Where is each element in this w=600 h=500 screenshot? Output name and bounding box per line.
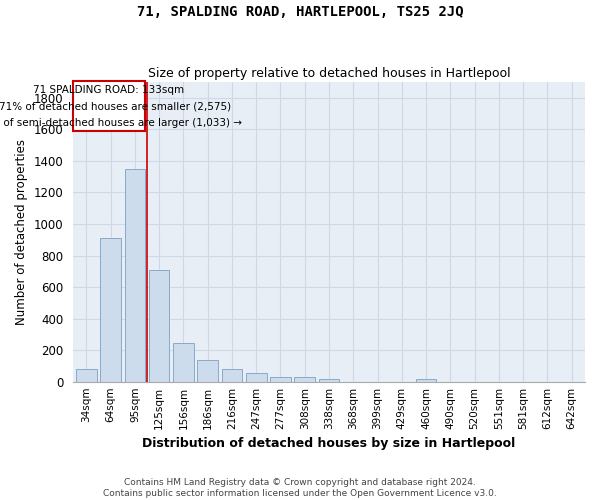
Text: Contains HM Land Registry data © Crown copyright and database right 2024.
Contai: Contains HM Land Registry data © Crown c… [103,478,497,498]
Bar [76,369,97,382]
Bar [221,369,242,382]
Bar [295,377,315,382]
Title: Size of property relative to detached houses in Hartlepool: Size of property relative to detached ho… [148,66,511,80]
Bar [270,377,291,382]
Text: ← 71% of detached houses are smaller (2,575): ← 71% of detached houses are smaller (2,… [0,101,231,111]
Bar [125,169,145,382]
Bar [173,343,194,382]
Bar [197,360,218,382]
FancyBboxPatch shape [73,82,145,131]
Text: 28% of semi-detached houses are larger (1,033) →: 28% of semi-detached houses are larger (… [0,118,242,128]
Bar [319,378,340,382]
Bar [100,238,121,382]
Bar [416,378,436,382]
Bar [246,373,266,382]
Text: 71, SPALDING ROAD, HARTLEPOOL, TS25 2JQ: 71, SPALDING ROAD, HARTLEPOOL, TS25 2JQ [137,5,463,19]
Bar [149,270,169,382]
Y-axis label: Number of detached properties: Number of detached properties [15,139,28,325]
X-axis label: Distribution of detached houses by size in Hartlepool: Distribution of detached houses by size … [142,437,515,450]
Text: 71 SPALDING ROAD: 133sqm: 71 SPALDING ROAD: 133sqm [34,84,185,94]
